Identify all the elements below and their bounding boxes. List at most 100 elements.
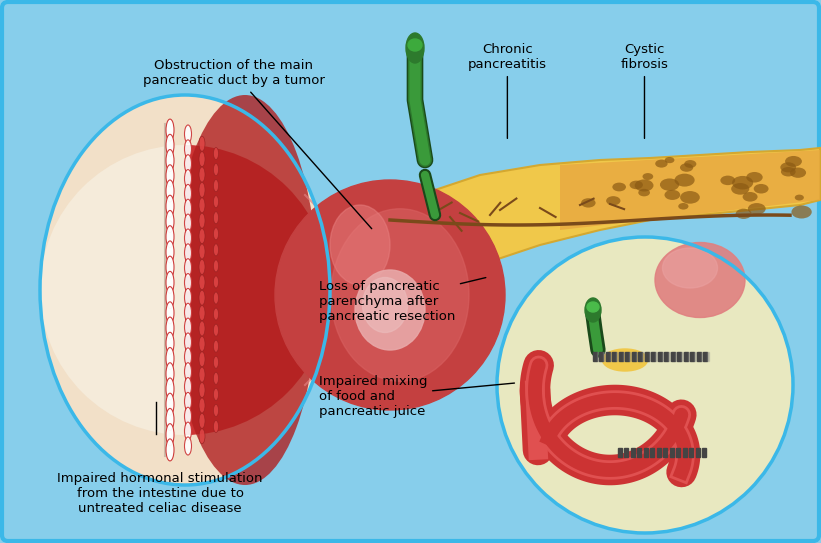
Circle shape bbox=[275, 180, 505, 410]
Bar bbox=[617, 352, 618, 361]
Bar bbox=[599, 352, 603, 361]
Ellipse shape bbox=[581, 198, 595, 207]
Ellipse shape bbox=[680, 191, 699, 204]
Ellipse shape bbox=[213, 420, 218, 433]
Text: Chronic
pancreatitis: Chronic pancreatitis bbox=[468, 43, 547, 138]
Ellipse shape bbox=[655, 243, 745, 318]
Ellipse shape bbox=[213, 372, 218, 384]
Bar bbox=[597, 352, 599, 361]
Ellipse shape bbox=[166, 378, 174, 400]
Text: Obstruction of the main
pancreatic duct by a tumor: Obstruction of the main pancreatic duct … bbox=[143, 59, 372, 229]
Bar bbox=[632, 352, 636, 361]
Ellipse shape bbox=[736, 209, 751, 219]
Ellipse shape bbox=[185, 393, 191, 411]
Ellipse shape bbox=[199, 413, 205, 428]
Ellipse shape bbox=[166, 348, 174, 370]
Text: Cystic
fibrosis: Cystic fibrosis bbox=[621, 43, 668, 138]
Ellipse shape bbox=[166, 211, 174, 232]
Ellipse shape bbox=[213, 340, 218, 352]
Ellipse shape bbox=[780, 162, 796, 172]
Bar bbox=[625, 448, 629, 457]
Ellipse shape bbox=[166, 439, 174, 461]
Bar bbox=[677, 352, 681, 361]
Text: Impaired mixing
of food and
pancreatic juice: Impaired mixing of food and pancreatic j… bbox=[319, 375, 515, 418]
Ellipse shape bbox=[213, 356, 218, 368]
Bar bbox=[593, 352, 597, 361]
Polygon shape bbox=[560, 150, 820, 230]
Ellipse shape bbox=[660, 179, 679, 191]
Ellipse shape bbox=[213, 180, 218, 192]
Ellipse shape bbox=[213, 163, 218, 175]
Ellipse shape bbox=[166, 424, 174, 446]
Bar bbox=[663, 448, 667, 457]
Ellipse shape bbox=[406, 33, 424, 63]
Bar bbox=[643, 352, 644, 361]
Ellipse shape bbox=[781, 167, 796, 176]
Ellipse shape bbox=[166, 134, 174, 156]
Ellipse shape bbox=[743, 192, 758, 201]
Bar bbox=[695, 352, 696, 361]
Ellipse shape bbox=[185, 333, 191, 351]
Bar bbox=[606, 352, 610, 361]
Ellipse shape bbox=[166, 226, 174, 248]
Ellipse shape bbox=[754, 184, 768, 193]
Ellipse shape bbox=[199, 198, 205, 213]
Ellipse shape bbox=[612, 182, 626, 191]
Ellipse shape bbox=[213, 260, 218, 272]
Bar bbox=[664, 352, 668, 361]
Ellipse shape bbox=[746, 172, 763, 182]
Ellipse shape bbox=[185, 318, 191, 336]
Ellipse shape bbox=[166, 149, 174, 172]
Bar bbox=[603, 352, 606, 361]
Ellipse shape bbox=[166, 332, 174, 354]
Polygon shape bbox=[365, 148, 820, 310]
Bar bbox=[618, 448, 622, 457]
Bar bbox=[623, 352, 625, 361]
Ellipse shape bbox=[732, 183, 750, 195]
Ellipse shape bbox=[732, 176, 753, 190]
Ellipse shape bbox=[213, 228, 218, 240]
Ellipse shape bbox=[331, 209, 469, 381]
Ellipse shape bbox=[213, 324, 218, 336]
Bar bbox=[610, 352, 612, 361]
Bar bbox=[696, 448, 700, 457]
Ellipse shape bbox=[199, 167, 205, 182]
Ellipse shape bbox=[199, 275, 205, 290]
Ellipse shape bbox=[166, 302, 174, 324]
Text: Loss of pancreatic
parenchyma after
pancreatic resection: Loss of pancreatic parenchyma after panc… bbox=[319, 277, 486, 323]
Ellipse shape bbox=[185, 169, 191, 187]
Ellipse shape bbox=[355, 270, 425, 350]
Bar bbox=[670, 448, 674, 457]
Ellipse shape bbox=[199, 290, 205, 305]
Bar bbox=[690, 448, 694, 457]
Ellipse shape bbox=[720, 175, 735, 185]
Ellipse shape bbox=[678, 203, 689, 210]
Bar bbox=[657, 448, 661, 457]
Ellipse shape bbox=[166, 287, 174, 308]
Ellipse shape bbox=[185, 363, 191, 381]
Ellipse shape bbox=[185, 274, 191, 292]
Ellipse shape bbox=[185, 229, 191, 247]
Ellipse shape bbox=[199, 244, 205, 259]
Ellipse shape bbox=[199, 383, 205, 397]
Bar bbox=[668, 352, 671, 361]
Bar bbox=[612, 352, 617, 361]
Ellipse shape bbox=[664, 190, 681, 200]
Ellipse shape bbox=[166, 393, 174, 415]
Ellipse shape bbox=[587, 302, 599, 312]
Bar bbox=[626, 352, 630, 361]
Bar bbox=[704, 352, 708, 361]
Ellipse shape bbox=[172, 95, 318, 485]
Ellipse shape bbox=[603, 349, 648, 371]
Wedge shape bbox=[185, 145, 330, 435]
Ellipse shape bbox=[199, 260, 205, 274]
Ellipse shape bbox=[199, 182, 205, 198]
Ellipse shape bbox=[166, 241, 174, 263]
Ellipse shape bbox=[606, 196, 621, 205]
Ellipse shape bbox=[185, 185, 191, 203]
Bar bbox=[681, 352, 684, 361]
Bar bbox=[652, 352, 655, 361]
Ellipse shape bbox=[40, 95, 330, 485]
Ellipse shape bbox=[790, 167, 806, 178]
Ellipse shape bbox=[213, 405, 218, 416]
